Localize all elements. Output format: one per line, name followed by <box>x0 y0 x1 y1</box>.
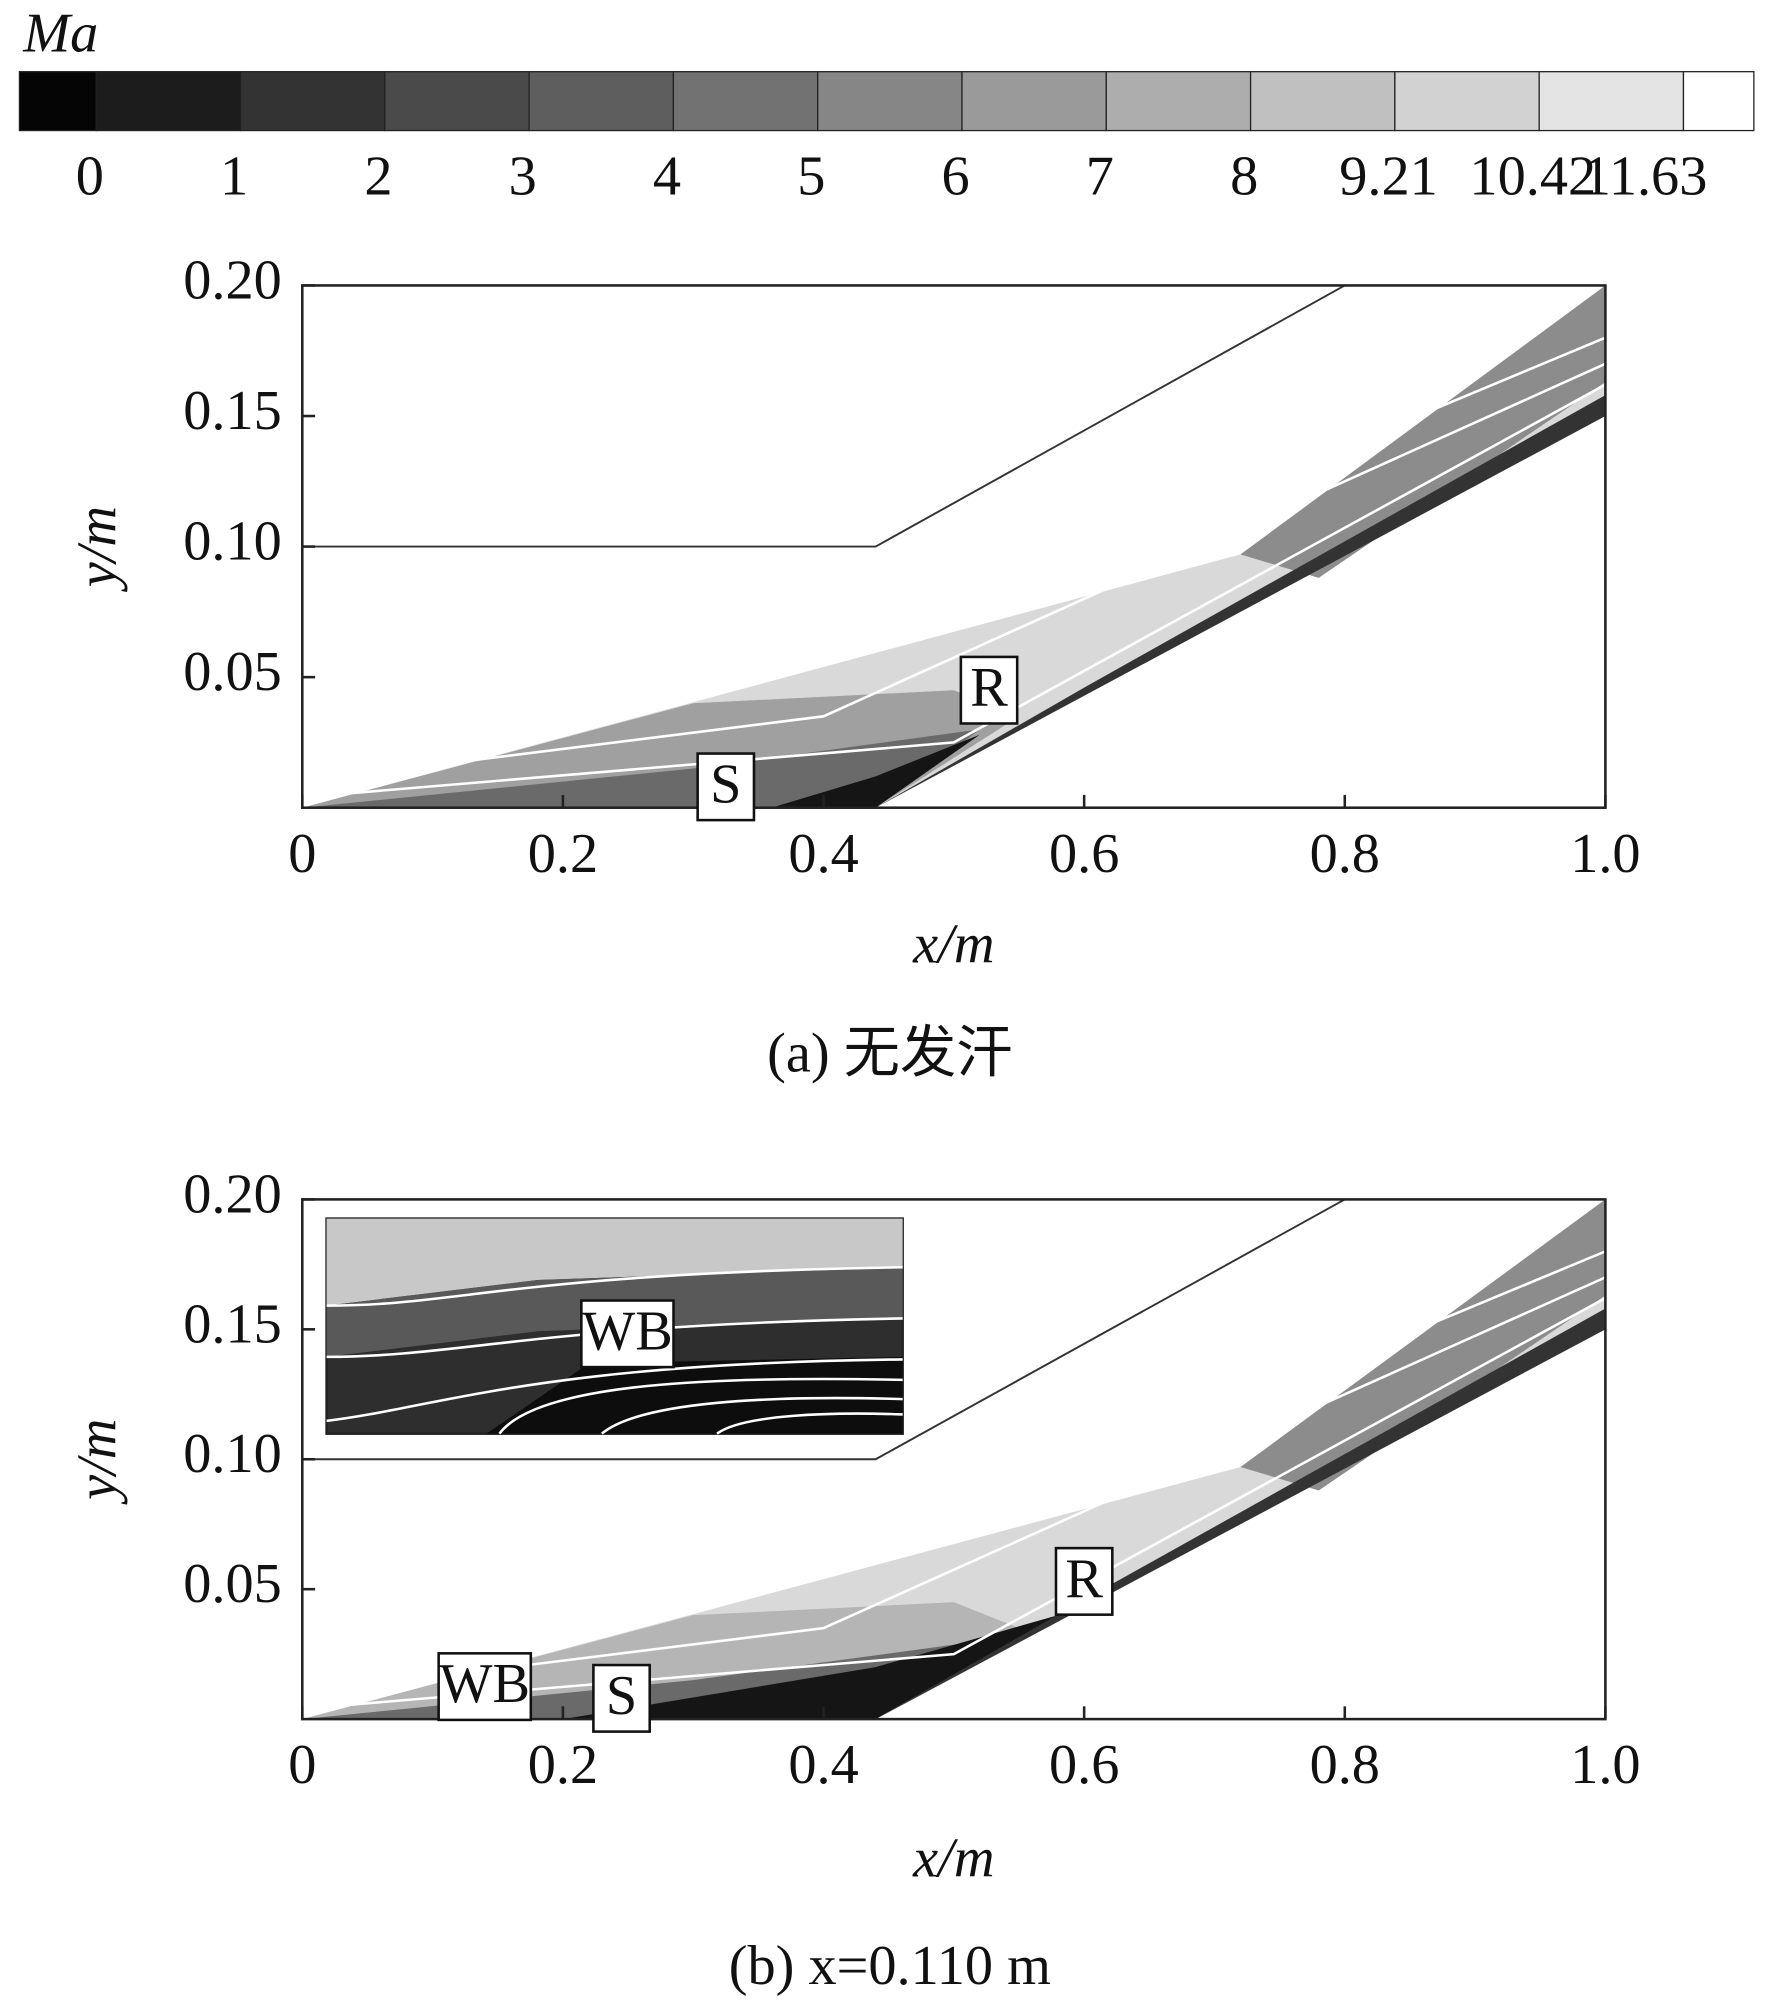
colorbar-title: Ma <box>22 2 98 64</box>
x-tick-label: 1.0 <box>1570 823 1640 885</box>
colorbar-swatch <box>18 71 97 132</box>
y-tick-label: 0.05 <box>183 1553 282 1615</box>
y-tick-label: 0.05 <box>183 641 282 703</box>
x-tick-label: 0.8 <box>1310 823 1380 885</box>
streamline <box>302 1250 1606 1669</box>
x-axis-label: x/m <box>912 914 994 976</box>
plot-frame <box>301 284 1607 809</box>
annotation-box <box>580 1299 675 1369</box>
colorbar-tick-label: 6 <box>942 146 970 208</box>
annotation-box <box>592 1663 651 1733</box>
colorbar-swatch <box>672 71 819 132</box>
streamline <box>326 1265 903 1307</box>
flow-region <box>875 395 1606 808</box>
y-tick-label: 0.20 <box>183 249 282 311</box>
wall <box>302 284 1346 548</box>
annotation-box <box>696 752 756 822</box>
y-tick-label: 0.20 <box>183 1163 282 1225</box>
flow-region <box>302 729 980 808</box>
x-tick-label: 1.0 <box>1570 1734 1640 1796</box>
x-tick-label: 0.6 <box>1049 823 1119 885</box>
colorbar-swatch <box>961 71 1107 132</box>
x-tick-label: 0.4 <box>788 823 858 885</box>
colorbar-tick-label: 3 <box>509 146 537 208</box>
colorbar-swatch <box>528 71 675 132</box>
y-axis-label: y/m <box>67 506 129 592</box>
colorbar-tick-label: 0 <box>76 146 104 208</box>
colorbar-swatch <box>1394 71 1540 132</box>
flow-region <box>1240 285 1606 578</box>
colorbar-swatch <box>1105 71 1252 132</box>
x-tick-label: 0.4 <box>788 1734 858 1796</box>
annotation: S <box>606 1665 637 1727</box>
y-axis-label: y/m <box>67 1419 129 1505</box>
colorbar-swatch <box>95 71 242 132</box>
colorbar-swatch <box>239 71 386 132</box>
inset-region <box>326 1218 903 1306</box>
annotation: R <box>1065 1548 1103 1610</box>
colorbar-swatch <box>1249 71 1396 132</box>
plot-frame <box>301 1198 1607 1721</box>
streamline <box>716 1412 903 1435</box>
streamline <box>326 1358 903 1423</box>
annotation-box <box>437 1652 533 1722</box>
annotation: WB <box>439 1653 530 1715</box>
annotation: S <box>710 753 741 815</box>
annotation-box <box>1054 1546 1114 1616</box>
colorbar-tick-label: 9.21 <box>1339 146 1438 208</box>
colorbar-tick-label: 8 <box>1230 146 1258 208</box>
flow-region <box>771 734 980 808</box>
colorbar-swatch <box>1682 71 1755 132</box>
y-tick-label: 0.10 <box>183 511 282 573</box>
annotation-box <box>959 655 1019 725</box>
x-tick-label: 0.2 <box>528 823 598 885</box>
x-tick-label: 0.2 <box>528 1734 598 1796</box>
streamline <box>601 1396 903 1435</box>
flow-region <box>562 1615 1059 1720</box>
x-tick-label: 0 <box>288 1734 316 1796</box>
colorbar-tick-label: 5 <box>797 146 825 208</box>
colorbar-tick-label: 10.42 <box>1469 146 1596 208</box>
streamline <box>498 1377 903 1435</box>
x-axis-label: x/m <box>912 1828 994 1890</box>
colorbar-tick-label: 2 <box>364 146 392 208</box>
streamline <box>302 362 1606 783</box>
annotation: WB <box>582 1300 673 1362</box>
colorbar-tick-label: 11.63 <box>1583 146 1708 208</box>
wall <box>302 1198 1346 1461</box>
x-tick-label: 0 <box>288 823 316 885</box>
colorbar-tick-label: 4 <box>653 146 681 208</box>
x-tick-label: 0.6 <box>1049 1734 1119 1796</box>
y-tick-label: 0.10 <box>183 1423 282 1485</box>
annotation: R <box>970 657 1008 719</box>
colorbar-tick-label: 1 <box>220 146 248 208</box>
colorbar-swatch <box>384 71 530 132</box>
streamline <box>326 1317 903 1359</box>
flow-region <box>875 1308 1606 1720</box>
flow-region <box>1240 1199 1606 1491</box>
colorbar-tick-label: 7 <box>1086 146 1114 208</box>
x-tick-label: 0.8 <box>1310 1734 1380 1796</box>
y-tick-label: 0.15 <box>183 380 282 442</box>
colorbar-swatch <box>817 71 963 132</box>
colorbar-swatch <box>1538 71 1685 132</box>
y-tick-label: 0.15 <box>183 1293 282 1355</box>
caption: (a) 无发汗 <box>767 1023 1013 1085</box>
streamline <box>302 383 1607 799</box>
streamline <box>302 336 1606 757</box>
caption: (b) x=0.110 m <box>729 1935 1051 1997</box>
